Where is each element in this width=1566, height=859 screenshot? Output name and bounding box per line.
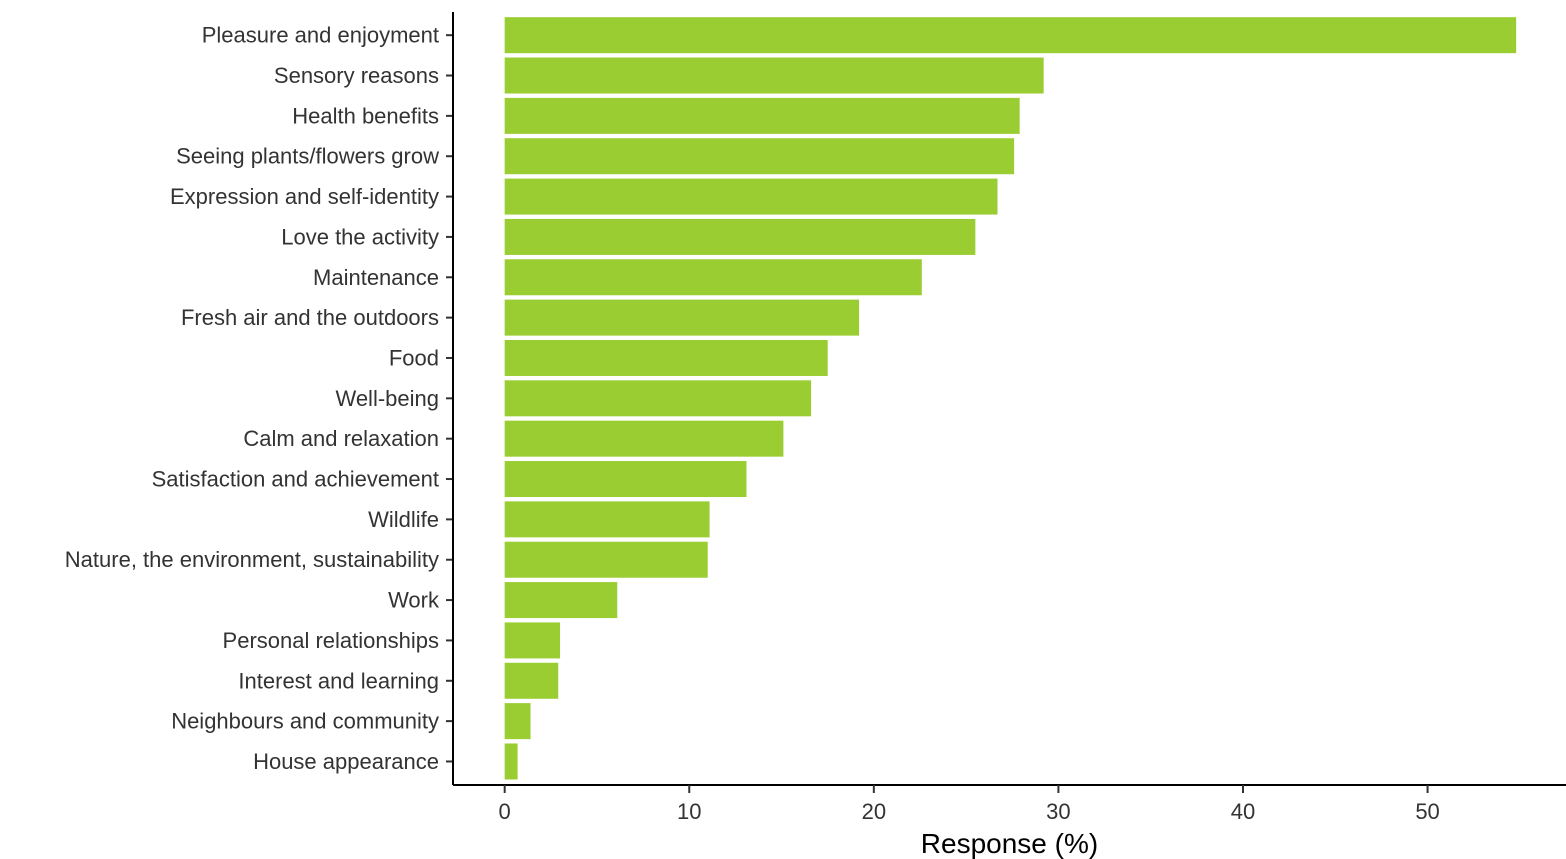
bar-seeing-plants-flowers-grow <box>504 138 1015 175</box>
category-label-expression-and-self-identity: Expression and self-identity <box>170 184 439 209</box>
bar-sensory-reasons <box>504 57 1044 94</box>
category-label-seeing-plants-flowers-grow: Seeing plants/flowers grow <box>176 144 439 169</box>
category-label-health-benefits: Health benefits <box>292 103 439 128</box>
category-label-food: Food <box>389 345 439 370</box>
y-axis-ticks-group <box>446 34 453 763</box>
x-tick-label-0: 0 <box>499 799 511 824</box>
category-label-fresh-air-and-the-outdoors: Fresh air and the outdoors <box>181 305 439 330</box>
category-label-pleasure-and-enjoyment: Pleasure and enjoyment <box>202 23 439 48</box>
bar-fresh-air-and-the-outdoors <box>504 299 860 336</box>
x-tick-label-20: 20 <box>862 799 886 824</box>
x-tick-label-50: 50 <box>1415 799 1439 824</box>
category-label-work: Work <box>388 588 440 613</box>
bar-house-appearance <box>504 743 518 780</box>
category-label-well-being: Well-being <box>335 386 439 411</box>
category-label-house-appearance: House appearance <box>253 749 439 774</box>
category-label-calm-and-relaxation: Calm and relaxation <box>243 426 439 451</box>
bar-personal-relationships <box>504 622 561 659</box>
bar-satisfaction-and-achievement <box>504 461 747 498</box>
bar-health-benefits <box>504 97 1020 134</box>
bar-expression-and-self-identity <box>504 178 998 215</box>
bar-nature-the-environment-sustainability <box>504 541 708 578</box>
bar-work <box>504 582 618 619</box>
bar-interest-and-learning <box>504 662 559 699</box>
category-label-maintenance: Maintenance <box>313 265 439 290</box>
category-label-personal-relationships: Personal relationships <box>223 628 439 653</box>
bars-group <box>504 17 1517 780</box>
x-axis-title: Response (%) <box>921 828 1098 859</box>
category-label-nature-the-environment-sustainability: Nature, the environment, sustainability <box>65 547 439 572</box>
category-label-wildlife: Wildlife <box>368 507 439 532</box>
category-label-interest-and-learning: Interest and learning <box>238 668 439 693</box>
category-labels-group: Pleasure and enjoyment Sensory reasons Hea… <box>65 23 440 774</box>
x-tick-label-30: 30 <box>1046 799 1070 824</box>
bar-food <box>504 339 828 376</box>
category-label-satisfaction-and-achievement: Satisfaction and achievement <box>152 467 439 492</box>
x-tick-label-40: 40 <box>1231 799 1255 824</box>
bar-neighbours-and-community <box>504 703 531 740</box>
bar-well-being <box>504 380 812 417</box>
category-label-love-the-activity: Love the activity <box>281 224 439 249</box>
bar-wildlife <box>504 501 710 538</box>
x-tick-label-10: 10 <box>677 799 701 824</box>
bar-love-the-activity <box>504 218 976 255</box>
category-label-neighbours-and-community: Neighbours and community <box>171 709 439 734</box>
category-label-sensory-reasons: Sensory reasons <box>274 63 439 88</box>
bar-pleasure-and-enjoyment <box>504 17 1517 54</box>
x-axis-ticks-group: 0 10 20 30 40 50 <box>499 785 1440 824</box>
bar-calm-and-relaxation <box>504 420 784 457</box>
bar-maintenance <box>504 259 922 296</box>
